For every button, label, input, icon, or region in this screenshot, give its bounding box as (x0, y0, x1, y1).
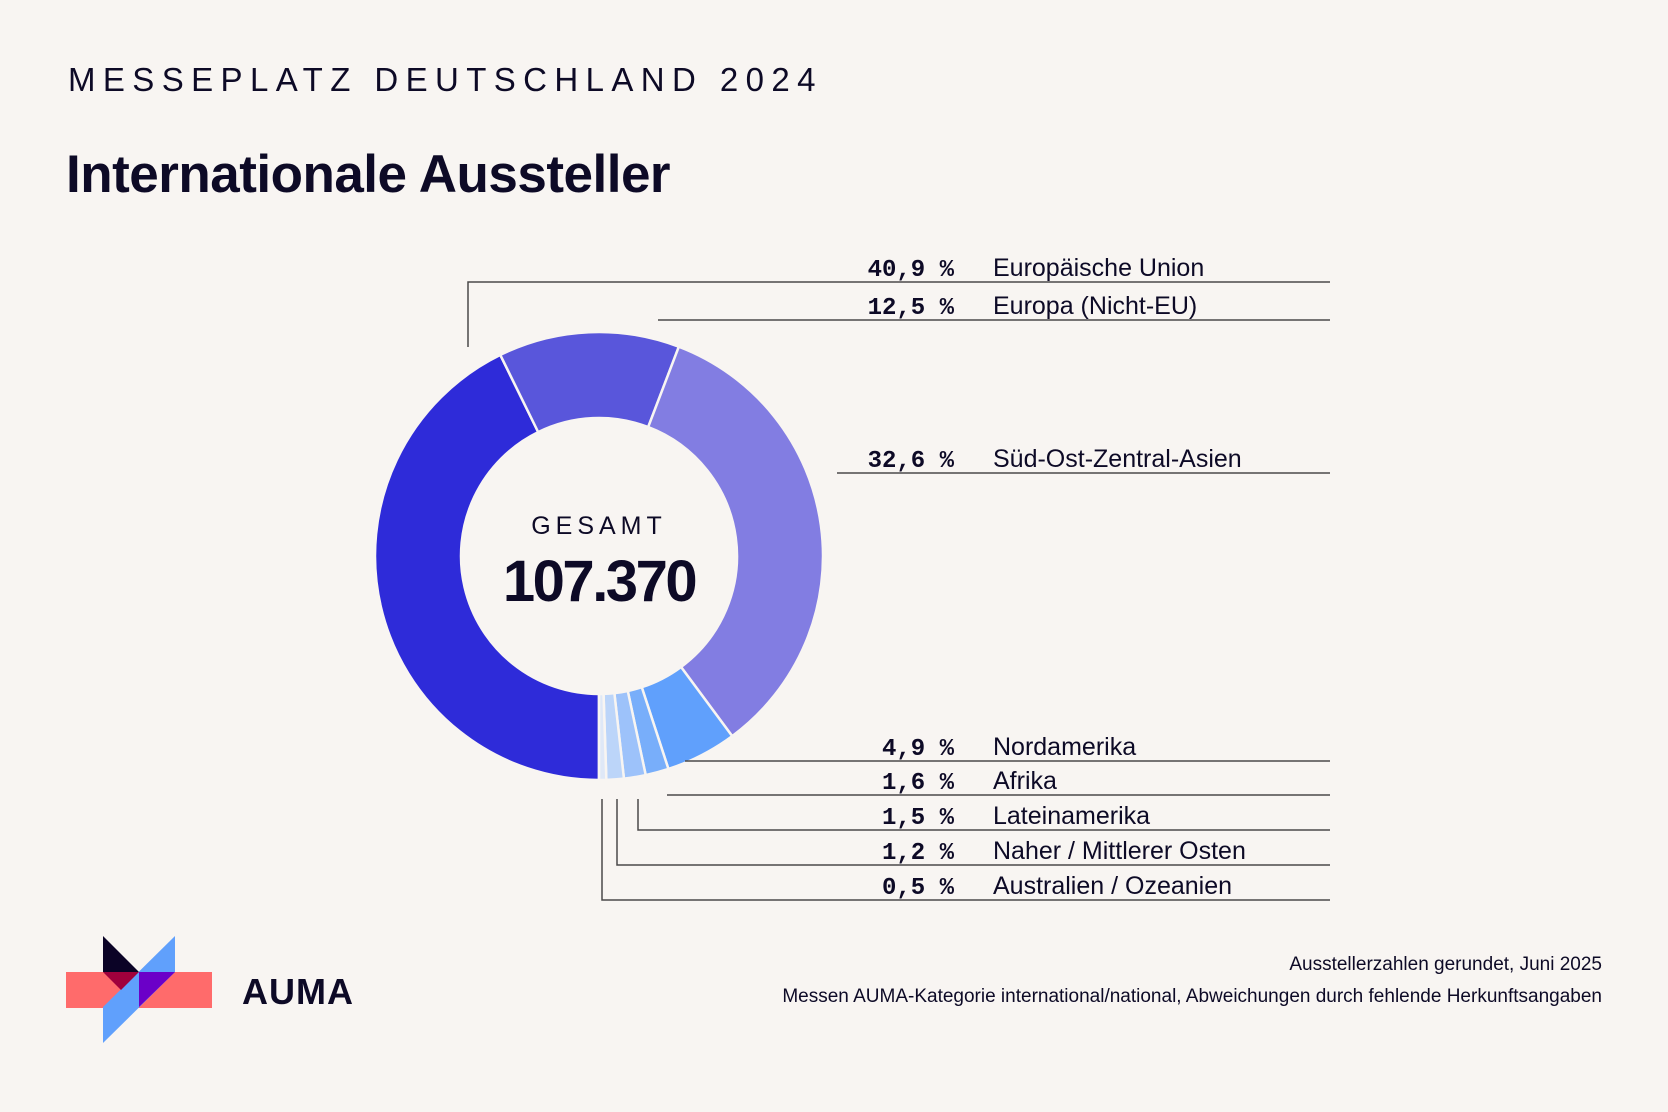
donut-slice-süd-ost-zentral-asien (646, 345, 825, 738)
donut-slices (373, 330, 825, 782)
donut-slice-europäische-union (373, 353, 601, 782)
slice-percentage: 12,5 % (868, 295, 955, 322)
logo-overlap-red (103, 972, 139, 990)
slice-label: Lateinamerika (993, 802, 1150, 830)
footnote-source: Messen AUMA-Kategorie international/nati… (782, 986, 1602, 1007)
logo-overlap-purple (139, 972, 175, 1007)
slice-percentage: 1,6 % (882, 770, 955, 797)
slice-label: Australien / Ozeanien (993, 872, 1232, 900)
leader-lines (467, 281, 1330, 901)
slice-label: Süd-Ost-Zentral-Asien (993, 445, 1242, 473)
slice-label: Europäische Union (993, 254, 1204, 282)
logo-dark-triangle (103, 936, 139, 972)
slice-label: Europa (Nicht-EU) (993, 292, 1197, 320)
page-kicker: MESSEPLATZ DEUTSCHLAND 2024 (68, 61, 823, 98)
slice-percentage: 4,9 % (882, 736, 955, 763)
leader-line (467, 281, 1330, 347)
slice-percentage: 0,5 % (882, 875, 955, 902)
slice-label: Naher / Mittlerer Osten (993, 837, 1246, 865)
legend-labels: 40,9 % Europäische Union 12,5 % Europa (Nic… (868, 254, 1246, 902)
brand-name: AUMA (242, 971, 354, 1012)
slice-percentage: 40,9 % (868, 257, 955, 284)
donut-slice-australien-ozeanien (597, 692, 608, 782)
page-title: Internationale Aussteller (66, 145, 671, 204)
slice-percentage: 32,6 % (868, 448, 955, 475)
footnote-rounding: Ausstellerzahlen gerundet, Juni 2025 (1289, 954, 1602, 975)
auma-logo-icon (66, 936, 212, 1043)
leader-line (616, 799, 1330, 866)
leader-line (637, 799, 1330, 831)
center-value: 107.370 (503, 549, 695, 614)
slice-label: Afrika (993, 767, 1057, 795)
leader-line (601, 799, 1330, 901)
slice-percentage: 1,5 % (882, 805, 955, 832)
center-label: GESAMT (531, 512, 667, 540)
slice-percentage: 1,2 % (882, 840, 955, 867)
slice-label: Nordamerika (993, 733, 1136, 761)
